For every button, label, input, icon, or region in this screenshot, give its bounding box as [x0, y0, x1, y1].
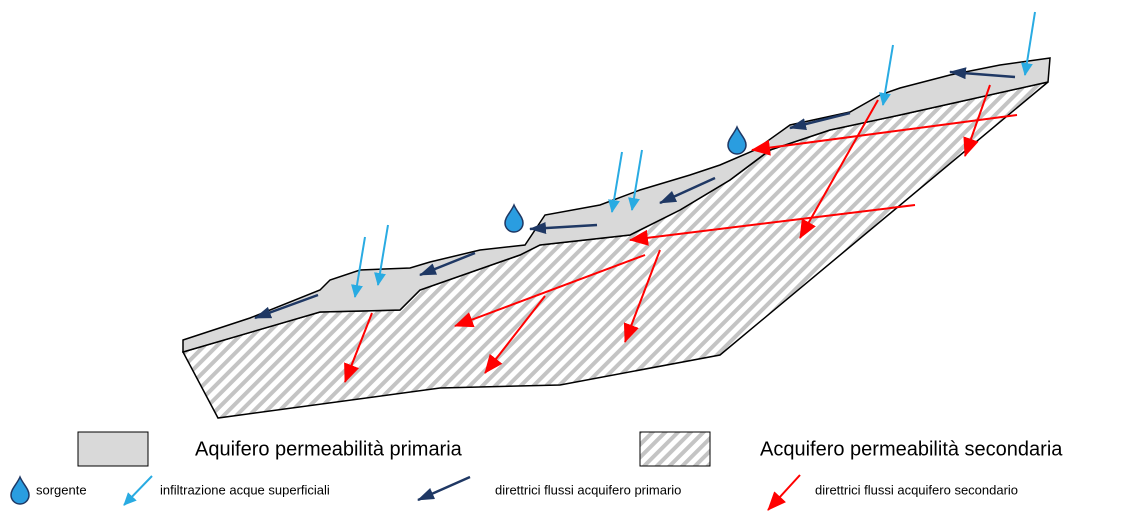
legend-secondary-flow-icon — [767, 474, 801, 511]
legend-infiltration-icon — [123, 475, 153, 506]
legend-label: direttrici flussi acquifero secondario — [815, 482, 1018, 497]
legend-label: Aquifero permeabilità primaria — [195, 438, 463, 460]
legend-spring-icon — [10, 476, 30, 505]
secondary-aquifer — [181, 81, 1049, 419]
legend-swatch-primary — [77, 431, 149, 467]
legend-swatch-secondary — [639, 431, 711, 467]
spring — [504, 204, 524, 233]
legend-primary-flow-icon — [417, 475, 471, 502]
spring — [727, 126, 747, 155]
legend-label: direttrici flussi acquifero primario — [495, 482, 681, 497]
legend-label: Acquifero permeabilità secondaria — [760, 438, 1063, 460]
legend-label: sorgente — [36, 482, 87, 497]
secondary-flow-arrows — [344, 84, 1018, 383]
legend-label: infiltrazione acque superficiali — [160, 482, 330, 497]
infiltration-arrows — [351, 11, 1036, 298]
primary-flow-arrows — [254, 67, 1016, 320]
